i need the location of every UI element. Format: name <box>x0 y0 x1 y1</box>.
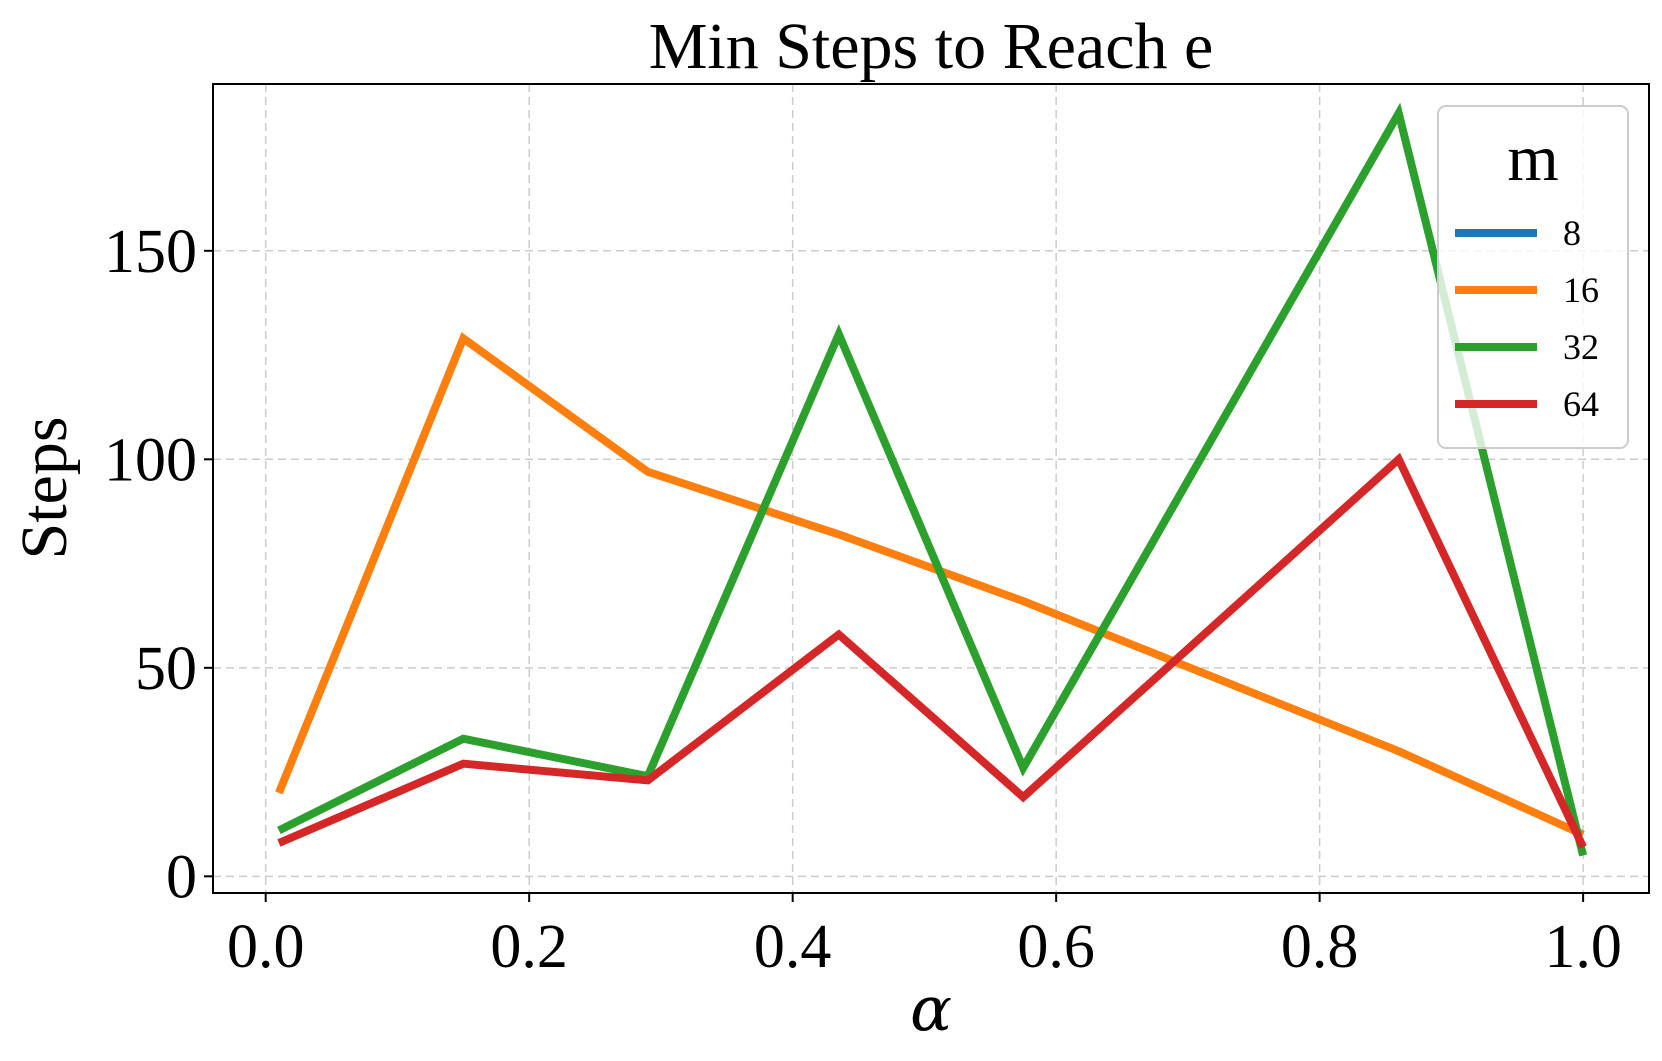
legend-label-8: 8 <box>1563 213 1581 253</box>
x-tick-label: 1.0 <box>1544 913 1622 981</box>
x-tick-label: 0.6 <box>1017 913 1095 981</box>
series-line-64 <box>277 452 1587 849</box>
y-tick-label: 0 <box>166 843 197 911</box>
plot-frame <box>212 83 1650 894</box>
chart-title: Min Steps to Reach e <box>649 10 1214 83</box>
legend: m 8 16 32 64 <box>1437 105 1629 449</box>
y-tick-label: 150 <box>104 218 197 286</box>
series-lines <box>275 102 1587 857</box>
series-line-16 <box>275 332 1585 839</box>
legend-title: m <box>1507 122 1558 195</box>
legend-label-32: 32 <box>1563 327 1599 367</box>
series-line-32 <box>277 102 1587 857</box>
legend-label-16: 16 <box>1563 270 1599 310</box>
x-tick-label: 0.0 <box>227 913 305 981</box>
x-tick-label: 0.8 <box>1281 913 1359 981</box>
x-tick-label: 0.2 <box>490 913 568 981</box>
y-axis-label: Steps <box>8 416 81 559</box>
x-axis-label: α <box>910 972 952 1045</box>
legend-items: 8 16 32 64 <box>1455 213 1599 424</box>
x-tick-label: 0.4 <box>754 913 832 981</box>
legend-box <box>1437 105 1629 449</box>
axis-ticks: 0.0 0.2 0.4 0.6 0.8 1.0 0 50 100 150 <box>104 218 1622 981</box>
y-tick-label: 50 <box>135 635 197 703</box>
y-tick-label: 100 <box>104 426 197 494</box>
legend-label-64: 64 <box>1563 384 1599 424</box>
grid <box>213 84 1649 893</box>
